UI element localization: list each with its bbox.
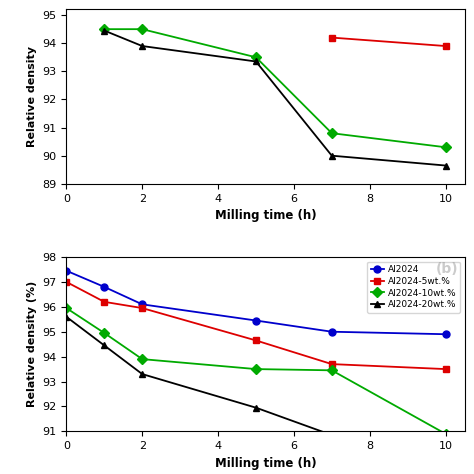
Al2024-20wt.% [443,435,448,440]
Al2024-10wt.% [443,431,448,437]
Line: Al2024-10wt.%: Al2024-10wt.% [63,305,449,438]
Al2024-10wt.% [253,366,259,372]
Al2024-5wt.% [139,305,145,311]
Al2024-5wt.% [253,337,259,343]
Al2024 [101,284,107,290]
Al2024-5wt.% [101,299,107,305]
Line: Al2024-5wt.%: Al2024-5wt.% [63,278,449,373]
Al2024-5wt.% [443,366,448,372]
Al2024 [64,268,69,273]
Al2024-5wt.% [64,279,69,285]
Legend: Al2024, Al2024-5wt.%, Al2024-10wt.%, Al2024-20wt.%: Al2024, Al2024-5wt.%, Al2024-10wt.%, Al2… [367,262,460,313]
Al2024-20wt.% [64,314,69,319]
Al2024-20wt.% [101,343,107,348]
Al2024-10wt.% [329,367,335,373]
Line: Al2024-20wt.%: Al2024-20wt.% [63,313,449,441]
Line: Al2024: Al2024 [63,267,449,337]
Al2024-20wt.% [253,405,259,410]
Al2024-10wt.% [101,330,107,336]
Al2024-20wt.% [139,371,145,377]
Al2024-5wt.% [329,361,335,367]
Y-axis label: Relative density: Relative density [27,46,37,147]
Al2024 [443,331,448,337]
Al2024 [253,318,259,323]
Y-axis label: Relative density (%): Relative density (%) [27,281,37,407]
Al2024 [329,329,335,335]
Text: (b): (b) [436,262,458,276]
Al2024-20wt.% [329,432,335,438]
Al2024-10wt.% [64,305,69,311]
Al2024 [139,301,145,307]
Al2024-10wt.% [139,356,145,362]
X-axis label: Milling time (h): Milling time (h) [215,209,316,222]
X-axis label: Milling time (h): Milling time (h) [215,456,316,470]
